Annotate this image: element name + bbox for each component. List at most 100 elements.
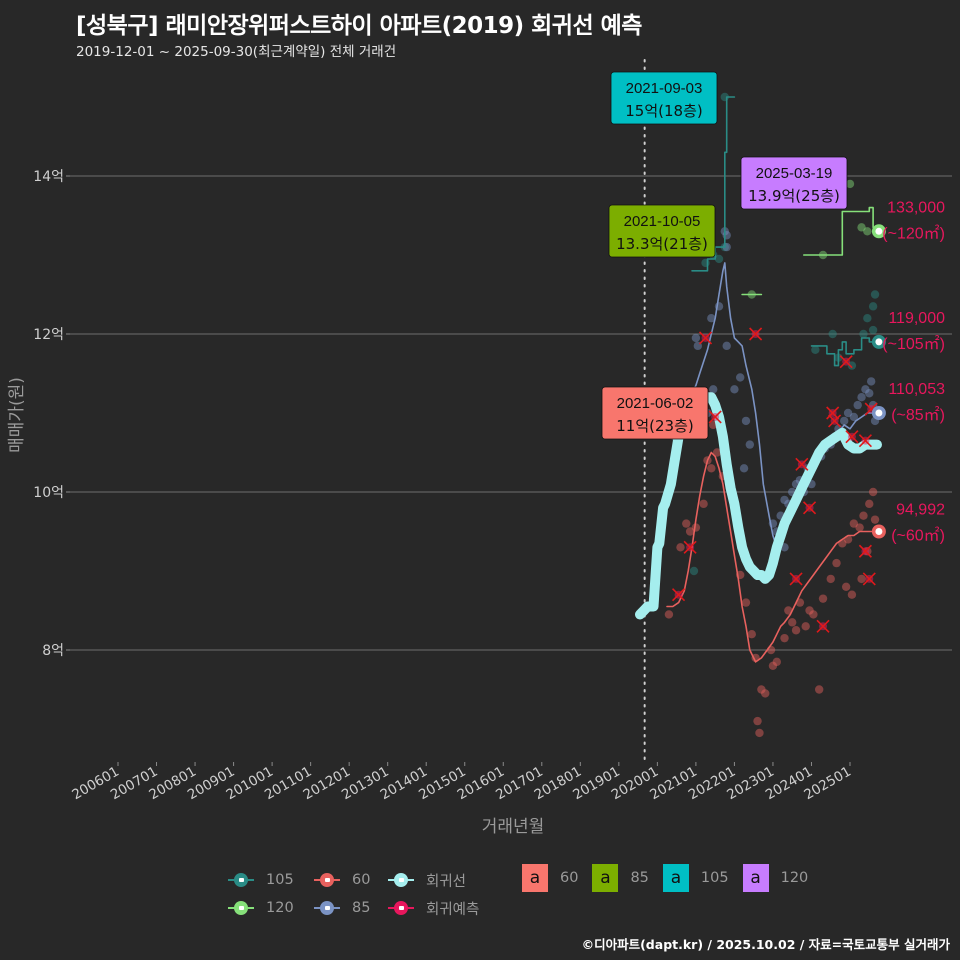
data-point-85 [780, 495, 789, 505]
legend-item-120[interactable]: 120 [228, 900, 302, 916]
prediction-x-marker [845, 430, 859, 444]
prediction-point-center [875, 528, 883, 535]
data-point-105 [714, 254, 724, 264]
annotation-label: 2025-03-19 13.9억(25층) [740, 156, 848, 210]
series-line-60 [666, 451, 878, 663]
prediction-area: (~85㎡) [891, 406, 945, 424]
x-axis: 2006012007012008012009012010012011012012… [69, 762, 854, 803]
data-point-105 [868, 325, 878, 335]
data-point-60 [855, 523, 864, 532]
data-point-60 [847, 590, 857, 599]
prediction-point-center [875, 409, 883, 417]
data-point-85 [866, 377, 876, 386]
x-marker-cross [683, 540, 697, 554]
y-tick-label: 14억 [33, 169, 64, 185]
data-point-60 [761, 689, 770, 698]
legend-swatch-120: a [742, 864, 769, 892]
legend-item-105[interactable]: 105 [228, 872, 302, 888]
prediction-area: (~120㎡) [882, 224, 945, 242]
regression-line [635, 392, 882, 620]
prediction-x-marker [862, 572, 876, 586]
data-point-85 [741, 416, 751, 426]
prediction-x-marker [839, 355, 853, 369]
label-legend: a 60 a 85 a 105 a 120 [522, 864, 822, 892]
x-marker-cross [789, 572, 803, 586]
prediction-x-marker [749, 327, 763, 341]
data-point-60 [699, 499, 708, 509]
annotation-value: 13.9억(25층) [748, 187, 840, 205]
annotation-value: 15억(18층) [625, 102, 702, 120]
x-marker-cross [671, 588, 686, 602]
legend-item-60[interactable]: 60 [314, 872, 376, 888]
prediction-x-marker [671, 588, 686, 602]
prediction-x-marker [858, 434, 872, 448]
data-point-60 [868, 487, 878, 497]
data-point-85 [691, 333, 701, 343]
annotation-label: 2021-10-05 13.3억(21층) [608, 204, 716, 258]
prediction-area: (~105㎡) [882, 335, 945, 353]
annotation-value: 11억(23층) [616, 417, 693, 435]
prediction-x-marker [795, 457, 809, 471]
data-point-60 [809, 610, 818, 619]
legend-key-icon [314, 872, 340, 888]
legend-key-icon [388, 900, 414, 916]
annotation-value: 13.3억(21층) [616, 235, 708, 253]
data-point-85 [730, 385, 739, 394]
prediction-points: 133,000 (~120㎡) 119,000 (~105㎡) 110,053 (~85㎡… [871, 199, 945, 545]
prediction-value: 133,000 [887, 199, 945, 216]
data-point-120 [857, 223, 866, 232]
legend-label: 85 [352, 900, 371, 916]
data-point-105 [701, 258, 710, 268]
legend-swatch-105: a [662, 864, 689, 892]
prediction-point-center [875, 338, 883, 346]
prediction-value: 119,000 [888, 310, 945, 327]
data-point-60 [788, 618, 797, 627]
data-point-85 [707, 314, 716, 323]
y-tick-label: 8억 [42, 643, 64, 659]
y-tick-label: 12억 [33, 327, 64, 343]
data-point-105 [868, 302, 878, 311]
data-point-85 [840, 416, 849, 426]
x-marker-cross [826, 406, 840, 420]
annotation-date: 2021-09-03 [626, 80, 703, 97]
data-point-60 [805, 606, 814, 615]
legend-item-85[interactable]: 85 [314, 900, 376, 916]
data-point-60 [780, 633, 789, 643]
series-line-105b [810, 337, 878, 367]
data-point-60 [755, 728, 764, 738]
chart-subtitle: 2019-12-01 ~ 2025-09-30(최근계약일) 전체 거래건 [76, 44, 397, 60]
data-point-85 [857, 393, 866, 402]
data-point-85 [736, 373, 745, 382]
legend-label: 60 [352, 872, 371, 888]
gridlines [70, 175, 952, 651]
data-point-60 [768, 661, 778, 670]
prediction-x-marker [698, 331, 713, 345]
data-point-60 [849, 519, 859, 528]
data-point-105 [859, 329, 868, 339]
data-point-120 [845, 179, 855, 189]
x-marker-cross [816, 619, 830, 633]
legend-item-regression[interactable]: 회귀선 [388, 870, 466, 891]
data-point-60 [832, 558, 841, 568]
data-point-60 [818, 594, 828, 603]
legend-item-prediction[interactable]: 회귀예측 [388, 898, 479, 919]
data-point-60 [712, 448, 722, 457]
prediction-value: 94,992 [896, 502, 945, 519]
data-point-60 [801, 622, 810, 631]
data-point-120 [863, 227, 872, 236]
prediction-markers [671, 327, 878, 633]
legend-swatch-60: a [522, 864, 548, 892]
annotation-date: 2021-10-05 [624, 213, 701, 230]
x-axis-title: 거래년월 [482, 817, 545, 837]
x-marker-cross [828, 414, 842, 428]
data-point-105 [828, 329, 837, 339]
y-axis: 8억 10억 12억 14억 [33, 169, 70, 659]
x-marker-cross [862, 572, 876, 586]
annotations: 2021-09-0315억(18층)2021-10-0513.3억(21층)20… [601, 71, 848, 440]
data-point-60 [857, 574, 866, 584]
annotation-box [740, 156, 848, 210]
data-point-85 [849, 412, 859, 422]
x-marker-cross [698, 331, 713, 345]
x-marker-cross [858, 544, 872, 558]
annotation-label: 2021-09-03 15억(18층) [610, 71, 718, 125]
